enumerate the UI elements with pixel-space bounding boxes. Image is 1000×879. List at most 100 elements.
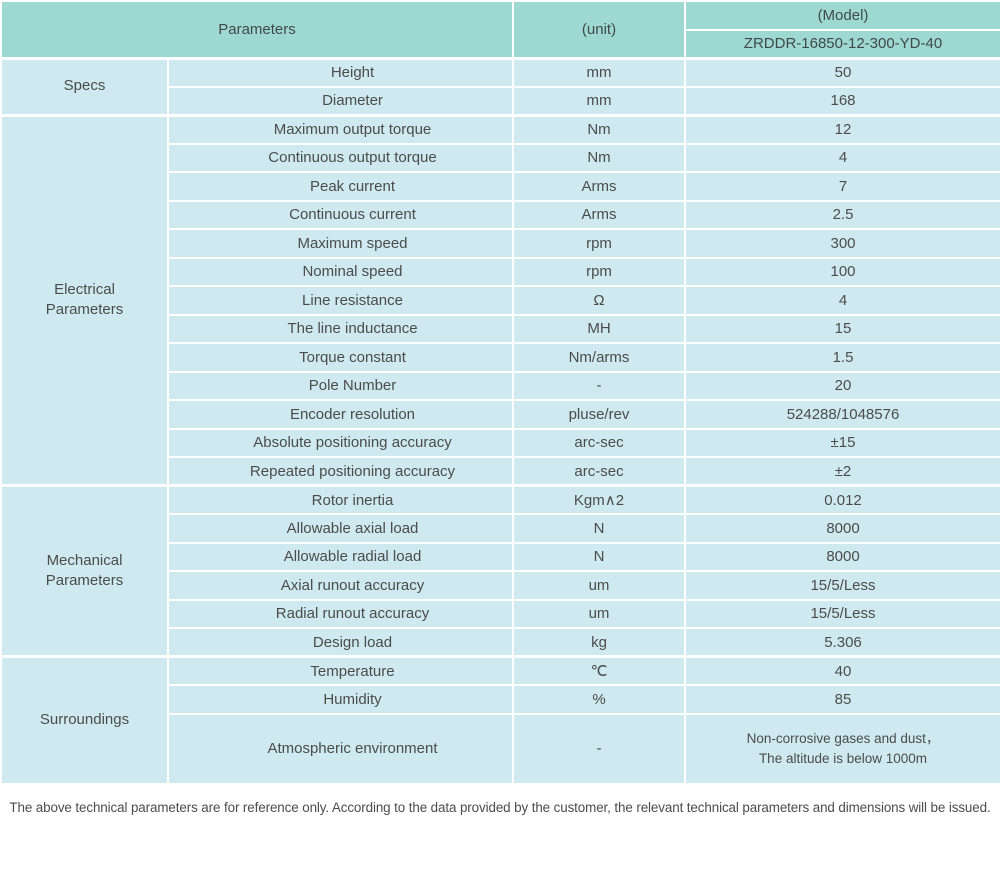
parameter-name: Maximum speed [167, 228, 514, 259]
table-row: Continuous output torque Nm 4 [1, 142, 1000, 173]
table-row: Mechanical Parameters Rotor inertia Kgm∧2 0… [0, 484, 1000, 658]
parameter-value: ±2 [684, 456, 1000, 487]
parameter-name: Design load [167, 627, 514, 658]
header-model-number: ZRDDR-16850-12-300-YD-40 [684, 28, 1000, 59]
section-label: Surroundings [0, 655, 169, 785]
parameter-unit: um [512, 570, 686, 601]
header-model-row: ZRDDR-16850-12-300-YD-40 [1, 28, 1000, 59]
parameter-unit: - [512, 712, 686, 785]
parameter-unit: mm [512, 56, 686, 88]
parameter-value: 7 [684, 171, 1000, 202]
parameter-name: Maximum output torque [167, 113, 514, 145]
parameter-unit: % [512, 684, 686, 715]
table-row: Allowable axial load N 8000 [1, 513, 1000, 544]
parameter-unit: - [512, 370, 686, 401]
parameter-name: Allowable axial load [167, 513, 514, 544]
parameter-value: 12 [684, 113, 1000, 145]
table-row: Surroundings Temperature ℃ 40 [0, 655, 1000, 785]
footnote: The above technical parameters are for r… [9, 799, 991, 815]
table-row: Electrical Parameters Maximum output torq… [0, 113, 1000, 487]
parameter-value: 20 [684, 370, 1000, 401]
parameter-unit: rpm [512, 228, 686, 259]
table-row: Maximum speed rpm 300 [1, 228, 1000, 259]
table-row: Humidity% 85 [1, 684, 1000, 715]
parameter-value: 4 [684, 142, 1000, 173]
parameter-unit: Nm [512, 142, 686, 173]
parameter-value: 4 [684, 285, 1000, 316]
parameter-name: Axial runout accuracy [167, 570, 514, 601]
table-row: Repeated positioning accuracy arc-sec ±2 [1, 456, 1000, 487]
table-row: The line inductance MH 15 [1, 313, 1000, 344]
parameter-unit: arc-sec [512, 456, 686, 487]
parameter-name: The line inductance [167, 313, 514, 344]
parameter-value: 300 [684, 228, 1000, 259]
header-row: Parameters (unit) (Model) [0, 0, 1000, 59]
parameter-value: 5.306 [684, 627, 1000, 658]
parameters-table: Parameters (unit) (Model) ZRDDR-16850-12… [0, 0, 1000, 785]
table-row: Atmospheric environment - Non-corrosive ga… [1, 712, 1000, 785]
parameter-value: ±15 [684, 427, 1000, 458]
parameter-unit: mm [512, 85, 686, 116]
table-body: Specs Height mm 50 Diameter mm 168 Electrical P… [0, 56, 1000, 785]
parameter-name: Continuous output torque [167, 142, 514, 173]
parameter-unit: Kgm∧2 [512, 484, 686, 515]
parameter-name: Nominal speed [167, 256, 514, 287]
table-header: Parameters (unit) (Model) ZRDDR-16850-12… [0, 0, 1000, 59]
parameter-unit: Arms [512, 171, 686, 202]
parameter-value: Non-corrosive gases and dust， The altitu… [684, 712, 1000, 785]
parameter-name: Continuous current [167, 199, 514, 230]
parameter-unit: ℃ [512, 655, 686, 686]
parameter-unit: rpm [512, 256, 686, 287]
parameter-name: Radial runout accuracy [167, 598, 514, 629]
parameter-value: 15/5/Less [684, 570, 1000, 601]
parameter-name: Height [167, 56, 514, 88]
parameter-value: 40 [684, 655, 1000, 686]
parameter-unit: kg [512, 627, 686, 658]
parameter-unit: arc-sec [512, 427, 686, 458]
parameter-value: 1.5 [684, 342, 1000, 373]
section-label: Specs [0, 56, 169, 116]
parameter-value: 524288/1048576 [684, 399, 1000, 430]
parameter-unit: N [512, 541, 686, 572]
parameter-name: Torque constant [167, 342, 514, 373]
parameter-value: 8000 [684, 541, 1000, 572]
parameter-value: 15 [684, 313, 1000, 344]
parameter-value: 168 [684, 85, 1000, 116]
parameter-unit: Nm [512, 113, 686, 145]
parameter-unit: um [512, 598, 686, 629]
table-row: Line resistance Ω 4 [1, 285, 1000, 316]
section-label: Electrical Parameters [0, 113, 169, 487]
parameter-name: Line resistance [167, 285, 514, 316]
parameter-name: Allowable radial load [167, 541, 514, 572]
table-row: Absolute positioning accuracy arc-sec ±15 [1, 427, 1000, 458]
parameter-name: Peak current [167, 171, 514, 202]
parameter-value: 2.5 [684, 199, 1000, 230]
section-label: Mechanical Parameters [0, 484, 169, 658]
parameter-value: 8000 [684, 513, 1000, 544]
parameter-name: Pole Number [167, 370, 514, 401]
parameter-value: 100 [684, 256, 1000, 287]
parameter-unit: Arms [512, 199, 686, 230]
header-parameters: Parameters [0, 0, 514, 59]
table-row: Encoder resolution pluse/rev 524288/104857… [1, 399, 1000, 430]
parameter-value: 0.012 [684, 484, 1000, 515]
header-model: (Model) [684, 0, 1000, 31]
table-row: Axial runout accuracy um 15/5/Less [1, 570, 1000, 601]
table-row: Diameter mm 168 [1, 85, 1000, 116]
parameter-name: Diameter [167, 85, 514, 116]
parameter-name: Temperature [167, 655, 514, 686]
table-row: Continuous current Arms 2.5 [1, 199, 1000, 230]
parameter-unit: N [512, 513, 686, 544]
table-row: Specs Height mm 50 [0, 56, 1000, 116]
parameter-unit: pluse/rev [512, 399, 686, 430]
parameter-unit: Nm/arms [512, 342, 686, 373]
parameter-name: Rotor inertia [167, 484, 514, 515]
parameter-name: Repeated positioning accuracy [167, 456, 514, 487]
table-row: Design load kg 5.306 [1, 627, 1000, 658]
parameter-value: 85 [684, 684, 1000, 715]
parameter-name: Absolute positioning accuracy [167, 427, 514, 458]
header-unit: (unit) [512, 0, 686, 59]
parameter-name: Atmospheric environment [167, 712, 514, 785]
parameter-name: Encoder resolution [167, 399, 514, 430]
